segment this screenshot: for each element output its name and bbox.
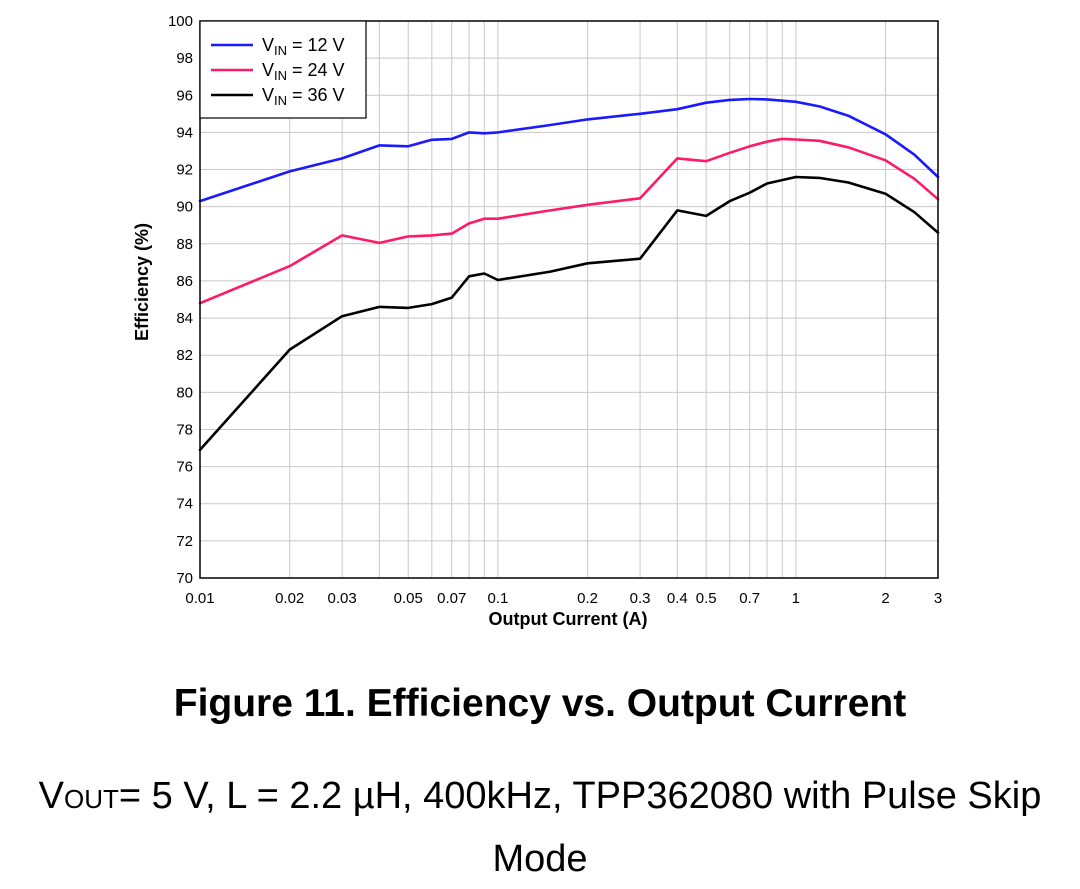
y-tick-label: 98 bbox=[176, 50, 193, 67]
y-tick-label: 72 bbox=[176, 533, 193, 550]
x-tick-label: 0.07 bbox=[437, 590, 466, 607]
x-tick-labels: 0.01 0.02 0.03 0.05 0.07 0.1 0.2 0.3 0.4 0.5 0.7 1 2… bbox=[185, 590, 942, 607]
y-tick-label: 78 bbox=[176, 421, 193, 438]
x-tick-label: 0.5 bbox=[696, 590, 717, 607]
x-tick-label: 0.1 bbox=[487, 590, 508, 607]
legend-label: VIN = 36 V bbox=[262, 85, 345, 108]
subcaption-rest: = 5 V, L = 2.2 µH, 400kHz, TPP362080 wit… bbox=[118, 775, 1042, 880]
figure-subcaption: VOUT= 5 V, L = 2.2 µH, 400kHz, TPP362080… bbox=[20, 766, 1060, 889]
series-lines bbox=[198, 97, 940, 452]
y-axis-title: Efficiency (%) bbox=[132, 223, 152, 341]
figure-caption: Figure 11. Efficiency vs. Output Current bbox=[173, 682, 907, 725]
x-tick-label: 0.3 bbox=[630, 590, 651, 607]
y-tick-label: 84 bbox=[176, 310, 193, 327]
y-tick-label: 96 bbox=[176, 87, 193, 104]
legend-label: VIN = 12 V bbox=[262, 35, 345, 58]
y-tick-label: 70 bbox=[176, 570, 193, 587]
y-tick-labels: 70 72 74 76 78 80 82 84 86 88 90 92 94 96 98 100 bbox=[168, 13, 193, 587]
y-tick-label: 82 bbox=[176, 347, 193, 364]
series-line-3 bbox=[198, 175, 940, 452]
y-tick-label: 88 bbox=[176, 236, 193, 253]
y-tick-label: 100 bbox=[168, 13, 193, 30]
x-tick-label: 0.4 bbox=[667, 590, 688, 607]
x-tick-label: 2 bbox=[881, 590, 889, 607]
x-tick-label: 0.05 bbox=[394, 590, 423, 607]
y-tick-label: 94 bbox=[176, 124, 193, 141]
x-tick-label: 3 bbox=[934, 590, 942, 607]
y-tick-label: 74 bbox=[176, 496, 193, 513]
y-tick-label: 90 bbox=[176, 199, 193, 216]
subcaption-v: V bbox=[38, 775, 64, 817]
y-tick-label: 76 bbox=[176, 459, 193, 476]
x-tick-label: 1 bbox=[792, 590, 800, 607]
y-tick-label: 80 bbox=[176, 384, 193, 401]
x-tick-label: 0.7 bbox=[739, 590, 760, 607]
y-tick-label: 86 bbox=[176, 273, 193, 290]
subcaption-out-subscript: OUT bbox=[63, 784, 119, 814]
x-tick-label: 0.01 bbox=[185, 590, 214, 607]
x-tick-label: 0.02 bbox=[275, 590, 304, 607]
x-axis-title: Output Current (A) bbox=[489, 609, 648, 629]
series-line-1 bbox=[198, 97, 940, 203]
x-tick-label: 0.2 bbox=[577, 590, 598, 607]
plot-frame bbox=[199, 20, 939, 579]
x-tick-label: 0.03 bbox=[328, 590, 357, 607]
legend-label: VIN = 24 V bbox=[262, 60, 345, 83]
series-line-2 bbox=[198, 137, 940, 305]
y-tick-label: 92 bbox=[176, 162, 193, 179]
